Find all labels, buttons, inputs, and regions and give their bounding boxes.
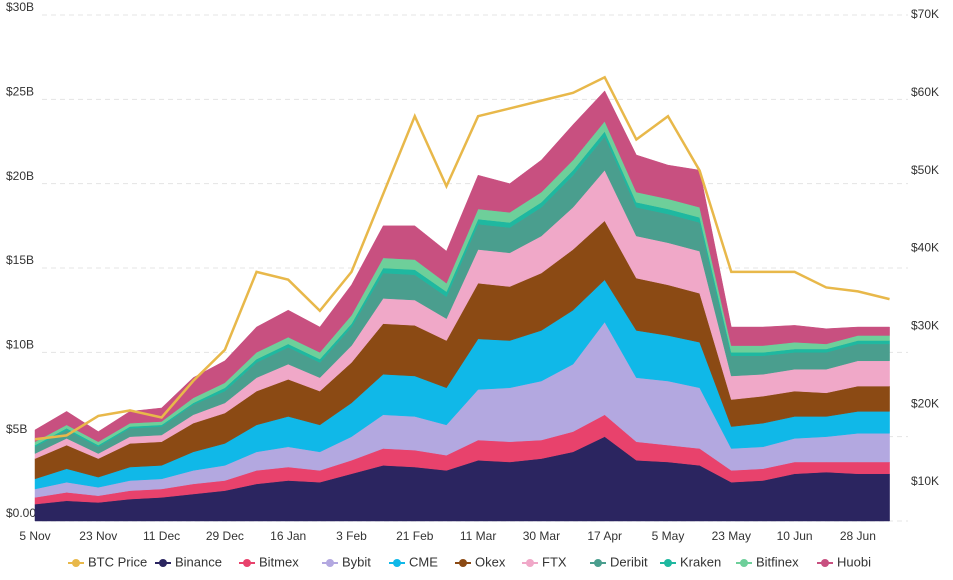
legend-label: Kraken	[680, 554, 721, 569]
y-tick-label: $30B	[6, 0, 34, 14]
y2-tick-label: $40K	[911, 241, 939, 255]
y2-tick-label: $20K	[911, 396, 939, 410]
legend-marker	[326, 559, 334, 567]
x-tick-label: 10 Jun	[777, 529, 813, 543]
x-tick-label: 16 Jan	[270, 529, 306, 543]
y2-tick-label: $50K	[911, 163, 939, 177]
legend-label: Binance	[175, 554, 222, 569]
x-tick-label: 11 Dec	[143, 529, 180, 543]
legend-marker	[664, 559, 672, 567]
legend-marker	[594, 559, 602, 567]
legend-label: Deribit	[610, 554, 648, 569]
y-tick-label: $10B	[6, 338, 34, 352]
x-tick-label: 29 Dec	[206, 529, 244, 543]
legend-marker	[740, 559, 748, 567]
legend-marker	[526, 559, 534, 567]
y2-tick-label: $30K	[911, 319, 939, 333]
legend-label: Bybit	[342, 554, 371, 569]
x-tick-label: 23 Nov	[79, 529, 117, 543]
y2-tick-label: $10K	[911, 474, 939, 488]
legend-label: Huobi	[837, 554, 871, 569]
x-tick-label: 11 Mar	[460, 529, 496, 543]
legend-label: BTC Price	[88, 554, 147, 569]
y-tick-label: $20B	[6, 169, 34, 183]
legend-marker	[72, 559, 80, 567]
x-tick-label: 5 May	[652, 529, 685, 543]
x-tick-label: 30 Mar	[523, 529, 560, 543]
legend-label: CME	[409, 554, 438, 569]
legend-marker	[459, 559, 467, 567]
x-tick-label: 5 Nov	[19, 529, 50, 543]
legend-label: Bitfinex	[756, 554, 799, 569]
legend-label: FTX	[542, 554, 567, 569]
x-tick-label: 23 May	[712, 529, 751, 543]
legend-marker	[821, 559, 829, 567]
y-tick-label: $15B	[6, 253, 34, 267]
y2-tick-label: $70K	[911, 7, 939, 21]
x-tick-label: 17 Apr	[587, 529, 622, 543]
x-tick-label: 28 Jun	[840, 529, 876, 543]
legend-marker	[393, 559, 401, 567]
legend-label: Bitmex	[259, 554, 299, 569]
legend-marker	[159, 559, 167, 567]
x-tick-label: 21 Feb	[396, 529, 434, 543]
legend-label: Okex	[475, 554, 506, 569]
x-tick-label: 3 Feb	[336, 529, 367, 543]
y2-tick-label: $60K	[911, 85, 939, 99]
y-tick-label: $25B	[6, 85, 34, 99]
y-tick-label: $0.00	[6, 506, 36, 520]
area	[34, 90, 890, 443]
legend-marker	[243, 559, 251, 567]
btc-line	[34, 75, 890, 441]
y-tick-label: $5B	[6, 422, 27, 436]
